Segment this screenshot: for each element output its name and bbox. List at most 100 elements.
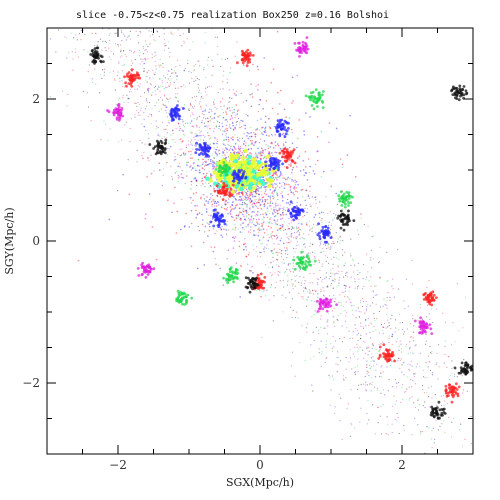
halo-dot <box>260 151 262 153</box>
particle-dot <box>160 65 162 67</box>
particle-dot <box>369 364 371 366</box>
particle-dot <box>183 133 185 135</box>
particle-dot <box>157 127 159 129</box>
particle-dot <box>318 261 321 264</box>
particle-dot <box>208 182 210 184</box>
particle-dot <box>387 433 389 436</box>
halo-dot <box>240 198 243 201</box>
particle-dot <box>276 187 278 189</box>
particle-dot <box>244 201 246 204</box>
particle-dot <box>336 371 338 373</box>
particle-dot <box>105 123 107 125</box>
halo-dot <box>279 147 282 150</box>
particle-dot <box>320 251 322 253</box>
particle-dot <box>273 206 275 208</box>
particle-dot <box>123 63 125 66</box>
particle-dot <box>193 70 195 72</box>
particle-dot <box>352 314 354 316</box>
clump-dot <box>178 300 182 303</box>
particle-dot <box>208 200 210 202</box>
halo-dot <box>246 135 248 137</box>
particle-dot <box>166 137 168 139</box>
clump-dot <box>426 300 430 304</box>
particle-dot <box>376 363 378 365</box>
particle-dot <box>255 225 257 227</box>
particle-dot <box>332 280 334 282</box>
data-points <box>49 27 474 455</box>
particle-dot <box>212 160 214 162</box>
particle-dot <box>359 346 361 348</box>
particle-dot <box>235 121 237 123</box>
particle-dot <box>180 106 182 108</box>
clump-dot <box>125 84 128 88</box>
halo-dot <box>248 213 250 216</box>
particle-dot <box>142 45 144 48</box>
halo-dot <box>203 264 205 266</box>
halo-dot <box>213 165 216 168</box>
particle-dot <box>167 78 169 80</box>
clump-dot <box>305 48 308 51</box>
halo-dot <box>297 183 299 186</box>
clump-dot <box>320 93 324 97</box>
particle-dot <box>224 130 226 132</box>
halo-dot <box>291 202 294 205</box>
clump-dot <box>212 212 216 216</box>
clump-dot <box>212 224 216 228</box>
particle-dot <box>190 103 192 105</box>
halo-dot <box>229 210 232 212</box>
halo-dot <box>208 223 210 226</box>
particle-dot <box>204 231 206 233</box>
clump-dot <box>236 277 239 280</box>
halo-dot <box>251 194 253 196</box>
particle-dot <box>336 286 338 288</box>
halo-dot <box>279 239 282 242</box>
clump-dot <box>293 161 297 165</box>
particle-dot <box>343 379 345 381</box>
halo-dot <box>222 143 225 145</box>
particle-dot <box>354 324 356 326</box>
particle-dot <box>335 340 337 342</box>
particle-dot <box>306 222 308 224</box>
particle-dot <box>258 231 260 233</box>
particle-dot <box>357 273 359 276</box>
halo-dot <box>223 207 226 210</box>
particle-dot <box>172 33 174 35</box>
halo-dot <box>301 188 304 191</box>
particle-dot <box>381 365 383 367</box>
halo-dot <box>273 125 276 128</box>
particle-dot <box>193 68 195 71</box>
particle-dot <box>340 239 342 242</box>
clump-dot <box>232 179 236 183</box>
particle-dot <box>120 56 122 58</box>
particle-dot <box>337 315 339 317</box>
particle-dot <box>387 423 389 425</box>
particle-dot <box>405 390 407 392</box>
halo-dot <box>303 174 306 177</box>
particle-dot <box>391 431 393 434</box>
particle-dot <box>189 49 191 51</box>
particle-dot <box>378 343 380 345</box>
particle-dot <box>363 357 365 359</box>
particle-dot <box>212 175 214 177</box>
particle-dot <box>330 276 332 278</box>
particle-dot <box>177 180 179 182</box>
particle-dot <box>204 182 206 184</box>
core-dot <box>248 173 253 178</box>
particle-dot <box>164 43 166 45</box>
particle-dot <box>328 247 330 249</box>
halo-dot <box>209 127 211 130</box>
particle-dot <box>314 252 316 254</box>
particle-dot <box>58 29 60 31</box>
particle-dot <box>400 343 402 345</box>
particle-dot <box>143 68 145 70</box>
particle-dot <box>266 289 268 291</box>
halo-dot <box>213 246 216 249</box>
core-dot <box>251 160 256 165</box>
particle-dot <box>147 115 149 118</box>
particle-dot <box>83 49 85 51</box>
particle-dot <box>424 343 427 345</box>
particle-dot <box>358 311 360 313</box>
halo-dot <box>216 142 218 145</box>
halo-dot <box>239 231 242 233</box>
particle-dot <box>283 166 286 168</box>
